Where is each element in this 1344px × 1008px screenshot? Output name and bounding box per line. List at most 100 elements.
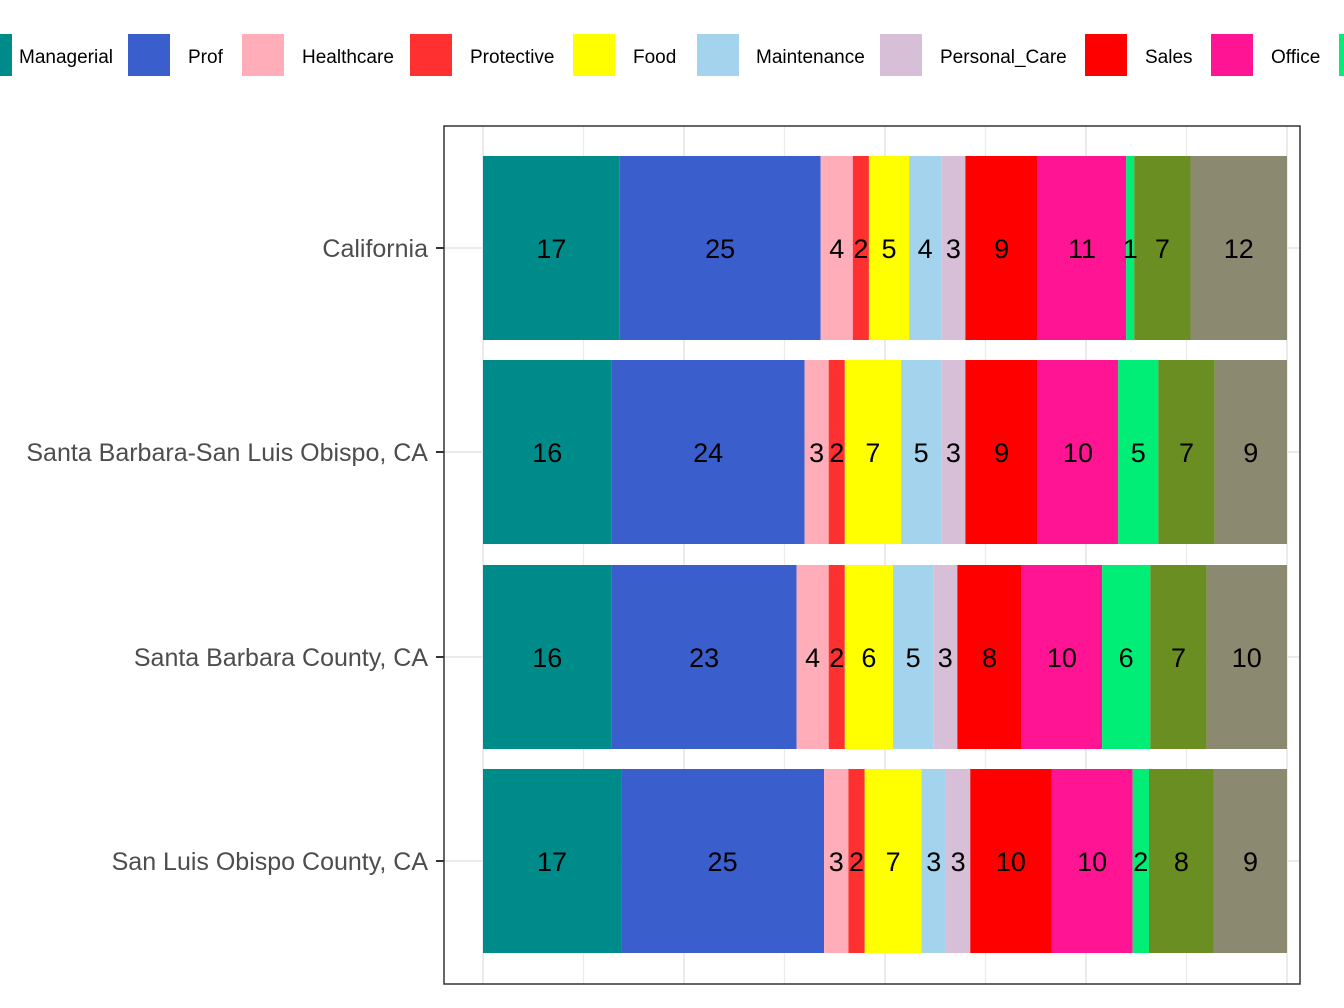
category-label-santa-barbara-san-luis-obispo-ca: Santa Barbara-San Luis Obispo, CA [26,439,428,467]
bar-segment-food [868,156,910,340]
value-label-series-12: 12 [1224,234,1254,264]
legend-key-managerial [0,34,12,76]
legend-key-prof [128,34,170,76]
value-label-maintenance: 3 [926,847,941,877]
category-label-santa-barbara-county-ca: Santa Barbara County, CA [134,644,428,672]
bar-segment-food [864,769,922,953]
bar-segment-series-12 [1213,769,1287,953]
value-label-managerial: 17 [536,234,566,264]
bar-segment-series-12 [1190,156,1287,340]
bar-segment-sales [970,769,1052,953]
bar-segment-office [1037,156,1127,340]
value-label-series-12: 9 [1243,438,1258,468]
value-label-series-11: 7 [1171,643,1186,673]
bar-segment-managerial [483,360,612,544]
value-label-office: 10 [1047,643,1077,673]
bar-segment-sales [965,156,1038,340]
bar-segment-managerial [483,156,620,340]
value-label-prof: 25 [705,234,735,264]
bar-segment-series-10 [1118,360,1159,544]
bar-segment-personal-care [941,156,966,340]
legend-label-managerial: Managerial [19,47,113,68]
bar-segment-office [1051,769,1133,953]
bar-segment-series-12 [1214,360,1287,544]
legend-label-maintenance: Maintenance [756,47,865,68]
value-label-protective: 2 [849,847,864,877]
value-label-prof: 23 [689,643,719,673]
value-label-maintenance: 5 [906,643,921,673]
bar-segment-personal-care [933,565,958,749]
bar-segment-protective [848,769,865,953]
legend: Managerial Prof Healthcare Protective Food Ma… [0,34,1344,76]
panel-border [443,125,1301,985]
bar-segment-food [844,360,902,544]
value-label-series-10: 6 [1119,643,1134,673]
legend-key-food [573,34,615,76]
value-label-series-12: 9 [1243,847,1258,877]
legend-key-maintenance [697,34,739,76]
value-label-sales: 9 [994,438,1009,468]
value-label-maintenance: 5 [914,438,929,468]
value-label-office: 10 [1063,438,1093,468]
category-label-california: California [322,235,428,263]
legend-label-prof: Prof [188,47,224,68]
bar-segment-prof [611,565,797,749]
value-label-food: 7 [886,847,901,877]
bar-segment-protective [828,565,845,749]
y-axis: California Santa Barbara-San Luis Obispo,… [26,235,444,876]
legend-key-protective [410,34,452,76]
bar-segment-series-10 [1126,156,1135,340]
bar-segment-sales [965,360,1038,544]
bar-segment-office [1021,565,1103,749]
bar-segment-sales [957,565,1022,749]
legend-label-sales: Sales [1145,47,1193,68]
bar-segment-managerial [483,565,612,749]
value-label-food: 6 [861,643,876,673]
bar-segment-series-10 [1132,769,1149,953]
legend-key-office [1211,34,1253,76]
value-label-series-10: 2 [1133,847,1148,877]
value-label-personal-care: 3 [951,847,966,877]
value-label-protective: 2 [853,234,868,264]
bar-segment-prof [621,769,825,953]
value-label-sales: 8 [982,643,997,673]
value-label-maintenance: 4 [918,234,933,264]
value-label-series-10: 1 [1123,234,1138,264]
bar-segment-healthcare [804,360,829,544]
bar-segment-healthcare [824,769,849,953]
bar-segment-prof [619,156,821,340]
bar-segment-personal-care [945,769,971,953]
value-label-healthcare: 4 [829,234,844,264]
value-label-office: 10 [1077,847,1107,877]
bar-segment-series-11 [1148,769,1214,953]
bar-segment-healthcare [820,156,853,340]
value-label-prof: 25 [708,847,738,877]
legend-label-personal-care: Personal_Care [940,47,1067,68]
bar-segment-series-11 [1134,156,1191,340]
value-label-healthcare: 3 [809,438,824,468]
legend-label-office: Office [1271,47,1320,68]
value-label-series-11: 7 [1179,438,1194,468]
value-label-series-11: 7 [1155,234,1170,264]
bar-segment-food [844,565,894,749]
value-label-personal-care: 3 [946,438,961,468]
bar-segment-series-10 [1102,565,1151,749]
value-label-office: 11 [1068,234,1096,264]
legend-key-personal-care [880,34,922,76]
value-label-protective: 2 [829,438,844,468]
bar-segment-series-11 [1158,360,1215,544]
bar-segment-maintenance [921,769,946,953]
value-label-managerial: 16 [532,643,562,673]
value-label-series-12: 10 [1232,643,1262,673]
legend-key-sales [1085,34,1127,76]
value-label-managerial: 16 [532,438,562,468]
bar-segment-protective [828,360,845,544]
legend-key-series-10 [1339,34,1344,76]
value-label-protective: 2 [829,643,844,673]
value-label-food: 5 [882,234,897,264]
bar-segment-maintenance [893,565,934,749]
bars [483,156,1287,953]
value-label-sales: 10 [996,847,1026,877]
bar-segment-healthcare [796,565,829,749]
